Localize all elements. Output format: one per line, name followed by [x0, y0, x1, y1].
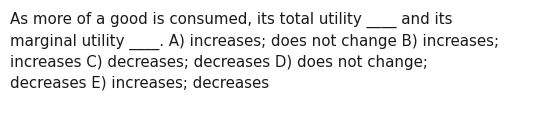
Text: As more of a good is consumed, its total utility ____ and its
marginal utility _: As more of a good is consumed, its total…: [10, 12, 499, 91]
